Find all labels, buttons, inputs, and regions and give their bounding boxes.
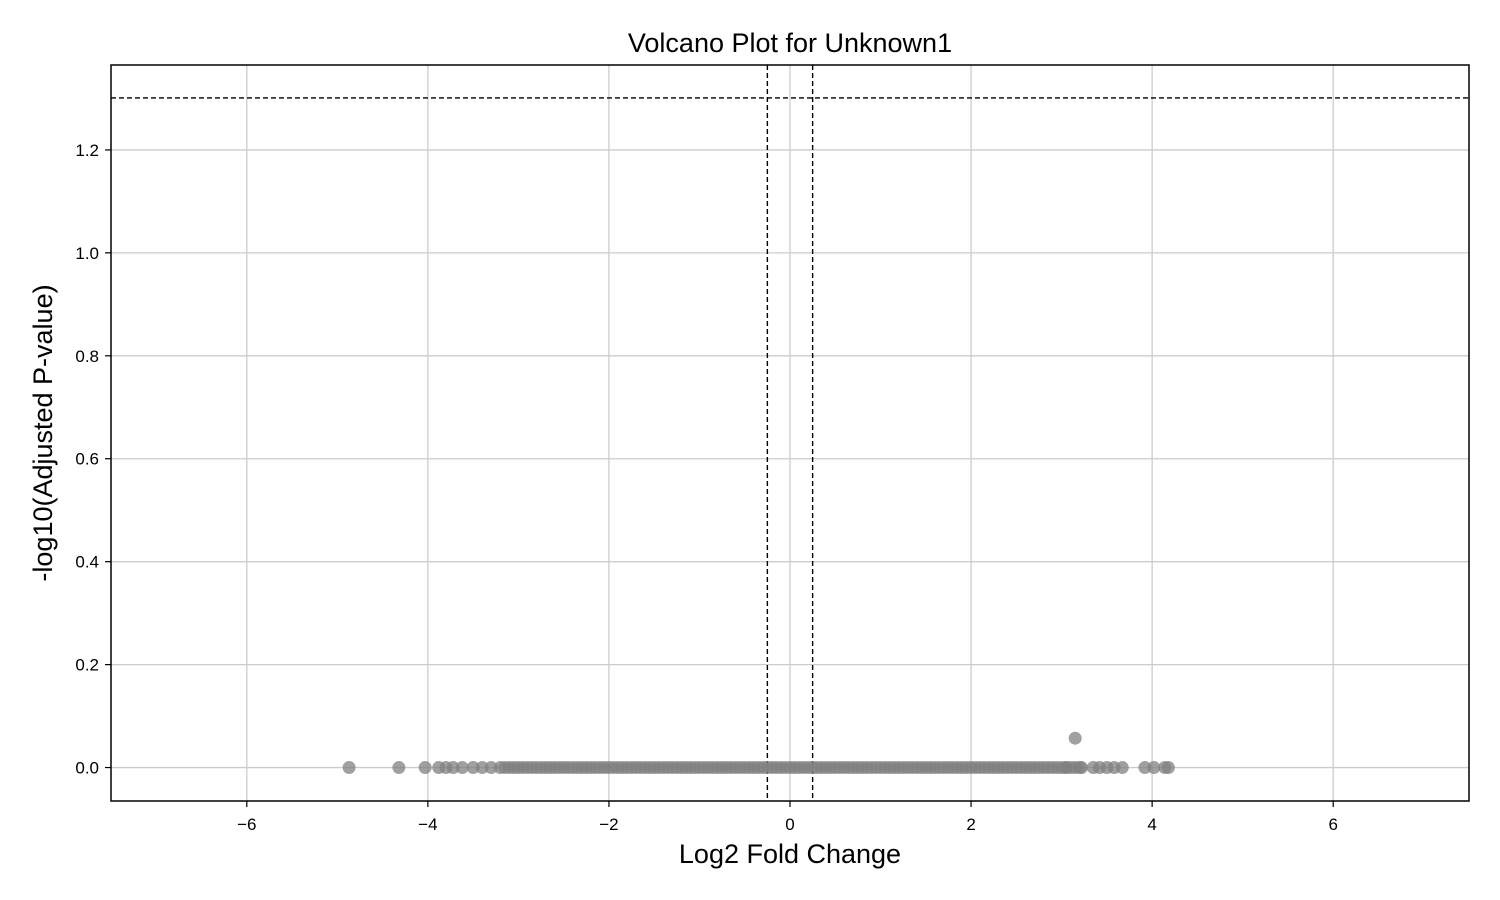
data-point xyxy=(1161,761,1175,775)
data-point xyxy=(1059,761,1073,775)
y-tick-label: 1.2 xyxy=(75,141,99,160)
x-tick-label: 2 xyxy=(966,815,975,834)
data-point xyxy=(418,761,432,775)
x-tick-label: 0 xyxy=(785,815,794,834)
data-point xyxy=(1068,731,1082,745)
chart-title: Volcano Plot for Unknown1 xyxy=(628,28,952,58)
data-point xyxy=(446,761,460,775)
y-tick-label: 0.8 xyxy=(75,347,99,366)
x-tick-label: −6 xyxy=(237,815,256,834)
data-point xyxy=(475,761,489,775)
data-points xyxy=(342,731,1175,775)
data-point xyxy=(342,761,356,775)
x-tick-label: 6 xyxy=(1328,815,1337,834)
y-axis-ticks: 0.0 0.2 0.4 0.6 0.8 1.0 1.2 xyxy=(75,141,111,778)
x-axis-ticks: −6 −4 −2 0 2 4 6 xyxy=(237,801,1338,834)
x-tick-label: −2 xyxy=(599,815,618,834)
data-point xyxy=(1147,761,1161,775)
x-tick-label: −4 xyxy=(418,815,437,834)
data-point xyxy=(455,761,469,775)
y-tick-label: 1.0 xyxy=(75,244,99,263)
x-axis-label: Log2 Fold Change xyxy=(679,839,901,869)
data-point xyxy=(392,761,406,775)
data-point xyxy=(484,761,498,775)
y-tick-label: 0.4 xyxy=(75,553,99,572)
data-point xyxy=(466,761,480,775)
grid-lines xyxy=(111,65,1469,801)
y-axis-label: -log10(Adjusted P-value) xyxy=(28,284,58,581)
y-tick-label: 0.2 xyxy=(75,656,99,675)
y-tick-label: 0.0 xyxy=(75,759,99,778)
y-tick-label: 0.6 xyxy=(75,450,99,469)
x-tick-label: 4 xyxy=(1147,815,1156,834)
data-point xyxy=(1115,761,1129,775)
data-point xyxy=(1075,761,1089,775)
threshold-lines xyxy=(111,65,1469,801)
data-point xyxy=(1138,761,1152,775)
